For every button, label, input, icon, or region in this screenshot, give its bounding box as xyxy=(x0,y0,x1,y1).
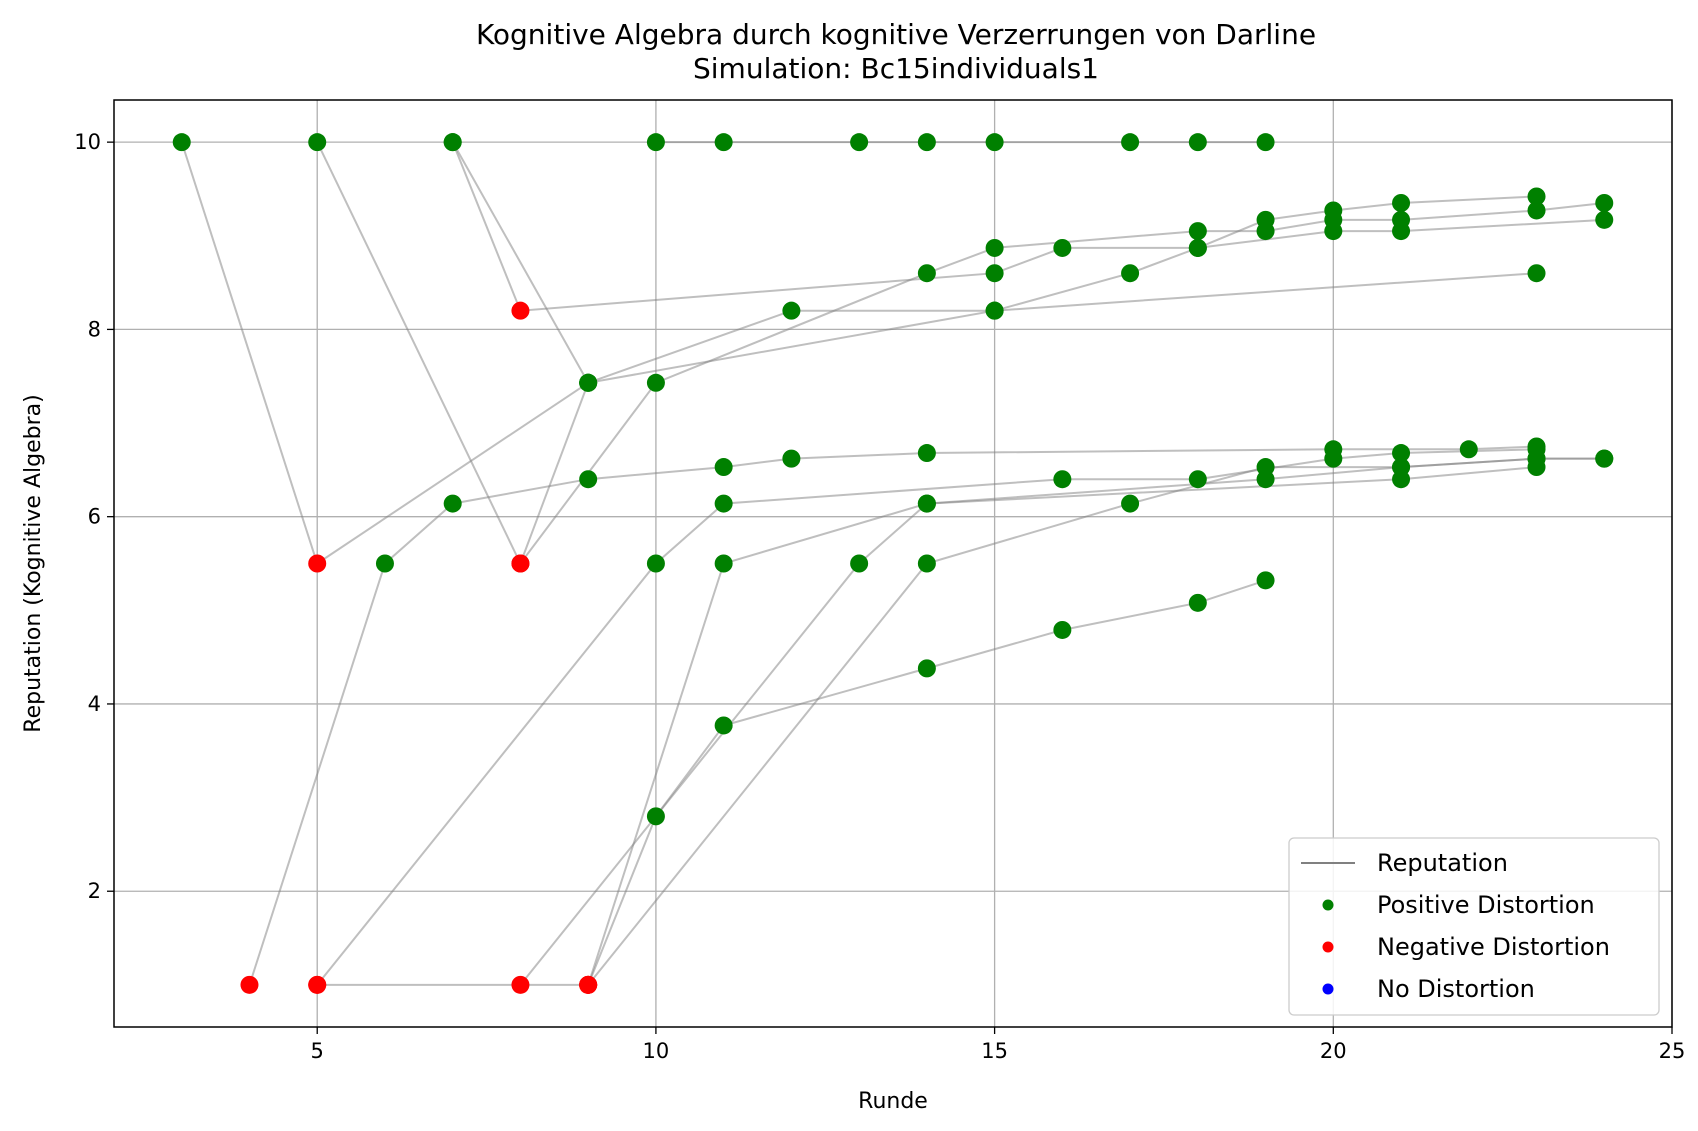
positive-distortion-point xyxy=(1256,571,1275,590)
positive-distortion-point xyxy=(850,133,869,152)
x-axis-title: Runde xyxy=(858,1089,928,1114)
positive-distortion-point xyxy=(1527,187,1546,206)
positive-distortion-point xyxy=(1527,449,1546,468)
negative-distortion-point xyxy=(511,554,530,573)
positive-distortion-point xyxy=(714,554,733,573)
positive-distortion-point xyxy=(985,133,1004,152)
positive-distortion-point xyxy=(1595,210,1614,229)
positive-distortion-point xyxy=(1324,222,1343,241)
y-tick-label: 8 xyxy=(88,317,101,341)
positive-distortion-point xyxy=(985,301,1004,320)
positive-distortion-point xyxy=(917,659,936,678)
reputation-line xyxy=(451,141,1605,312)
positive-distortion-point xyxy=(917,133,936,152)
reputation-line xyxy=(180,141,1537,566)
positive-distortion-point xyxy=(1053,470,1072,489)
x-tick-label: 5 xyxy=(311,1039,324,1063)
positive-distortion-point xyxy=(579,470,598,489)
positive-distortion-point xyxy=(1527,264,1546,283)
legend-swatch-positive-distortion xyxy=(1322,899,1334,911)
positive-distortion-point xyxy=(1121,133,1140,152)
positive-distortion-point xyxy=(375,554,394,573)
positive-distortion-point xyxy=(443,133,462,152)
negative-distortion-point xyxy=(308,554,327,573)
negative-distortion-point xyxy=(511,301,530,320)
y-tick-label: 4 xyxy=(88,692,101,716)
positive-distortion-point xyxy=(646,133,665,152)
legend-label-negative-distortion: Negative Distortion xyxy=(1377,933,1610,961)
positive-distortion-point xyxy=(308,133,327,152)
positive-distortion-point xyxy=(1392,458,1411,477)
legend: Reputation Positive Distortion Negative Di… xyxy=(1288,837,1660,1016)
reputation-line xyxy=(316,448,1537,986)
y-axis-title: Reputation (Kognitive Algebra) xyxy=(21,394,46,732)
legend-swatch-no-distortion xyxy=(1322,983,1334,995)
chart-title: Kognitive Algebra durch kognitive Verzer… xyxy=(476,18,1316,51)
positive-distortion-point xyxy=(1595,449,1614,468)
x-tick-label: 10 xyxy=(643,1039,670,1063)
positive-distortion-point xyxy=(714,458,733,477)
plot-area-frame xyxy=(113,99,1673,1028)
positive-distortion-point xyxy=(646,373,665,392)
series-points xyxy=(172,133,1614,994)
positive-distortion-point xyxy=(1053,620,1072,639)
positive-distortion-point xyxy=(1324,449,1343,468)
positive-distortion-point xyxy=(1527,201,1546,220)
y-tick-label: 10 xyxy=(74,130,101,154)
positive-distortion-point xyxy=(1256,458,1275,477)
positive-distortion-point xyxy=(1188,238,1207,257)
positive-distortion-point xyxy=(917,264,936,283)
positive-distortion-point xyxy=(443,494,462,513)
positive-distortion-point xyxy=(172,133,191,152)
positive-distortion-point xyxy=(782,449,801,468)
positive-distortion-point xyxy=(714,133,733,152)
axis-ticks: 5 10 15 20 25 2 4 6 8 10 xyxy=(74,130,1685,1063)
legend-label-positive-distortion: Positive Distortion xyxy=(1377,891,1595,919)
positive-distortion-point xyxy=(1121,494,1140,513)
positive-distortion-point xyxy=(1188,222,1207,241)
x-tick-label: 15 xyxy=(981,1039,1008,1063)
positive-distortion-point xyxy=(1188,133,1207,152)
positive-distortion-point xyxy=(714,716,733,735)
positive-distortion-point xyxy=(646,554,665,573)
positive-distortion-point xyxy=(1595,194,1614,212)
legend-box xyxy=(1288,837,1660,1016)
positive-distortion-point xyxy=(1392,222,1411,241)
legend-label-no-distortion: No Distortion xyxy=(1377,975,1535,1003)
positive-distortion-point xyxy=(1392,444,1411,463)
chart-subtitle: Simulation: Bc15individuals1 xyxy=(693,52,1099,85)
legend-swatch-negative-distortion xyxy=(1322,941,1334,953)
positive-distortion-point xyxy=(985,238,1004,257)
negative-distortion-point xyxy=(308,975,327,994)
positive-distortion-point xyxy=(579,373,598,392)
positive-distortion-point xyxy=(850,554,869,573)
positive-distortion-point xyxy=(1256,133,1275,152)
positive-distortion-point xyxy=(985,264,1004,283)
positive-distortion-point xyxy=(1053,238,1072,257)
positive-distortion-point xyxy=(714,494,733,513)
positive-distortion-point xyxy=(1459,440,1478,459)
positive-distortion-point xyxy=(782,301,801,320)
positive-distortion-point xyxy=(1188,593,1207,612)
positive-distortion-point xyxy=(917,494,936,513)
legend-label-reputation: Reputation xyxy=(1377,849,1508,877)
negative-distortion-point xyxy=(240,975,259,994)
positive-distortion-point xyxy=(917,444,936,463)
positive-distortion-point xyxy=(1188,470,1207,489)
y-tick-label: 2 xyxy=(88,879,101,903)
negative-distortion-point xyxy=(579,975,598,994)
reputation-line xyxy=(519,382,590,564)
x-tick-label: 20 xyxy=(1320,1039,1347,1063)
positive-distortion-point xyxy=(1256,222,1275,241)
positive-distortion-point xyxy=(1121,264,1140,283)
x-tick-label: 25 xyxy=(1659,1039,1686,1063)
positive-distortion-point xyxy=(917,554,936,573)
negative-distortion-point xyxy=(511,975,530,994)
positive-distortion-point xyxy=(1392,194,1411,212)
y-tick-label: 6 xyxy=(88,505,101,529)
positive-distortion-point xyxy=(646,807,665,826)
